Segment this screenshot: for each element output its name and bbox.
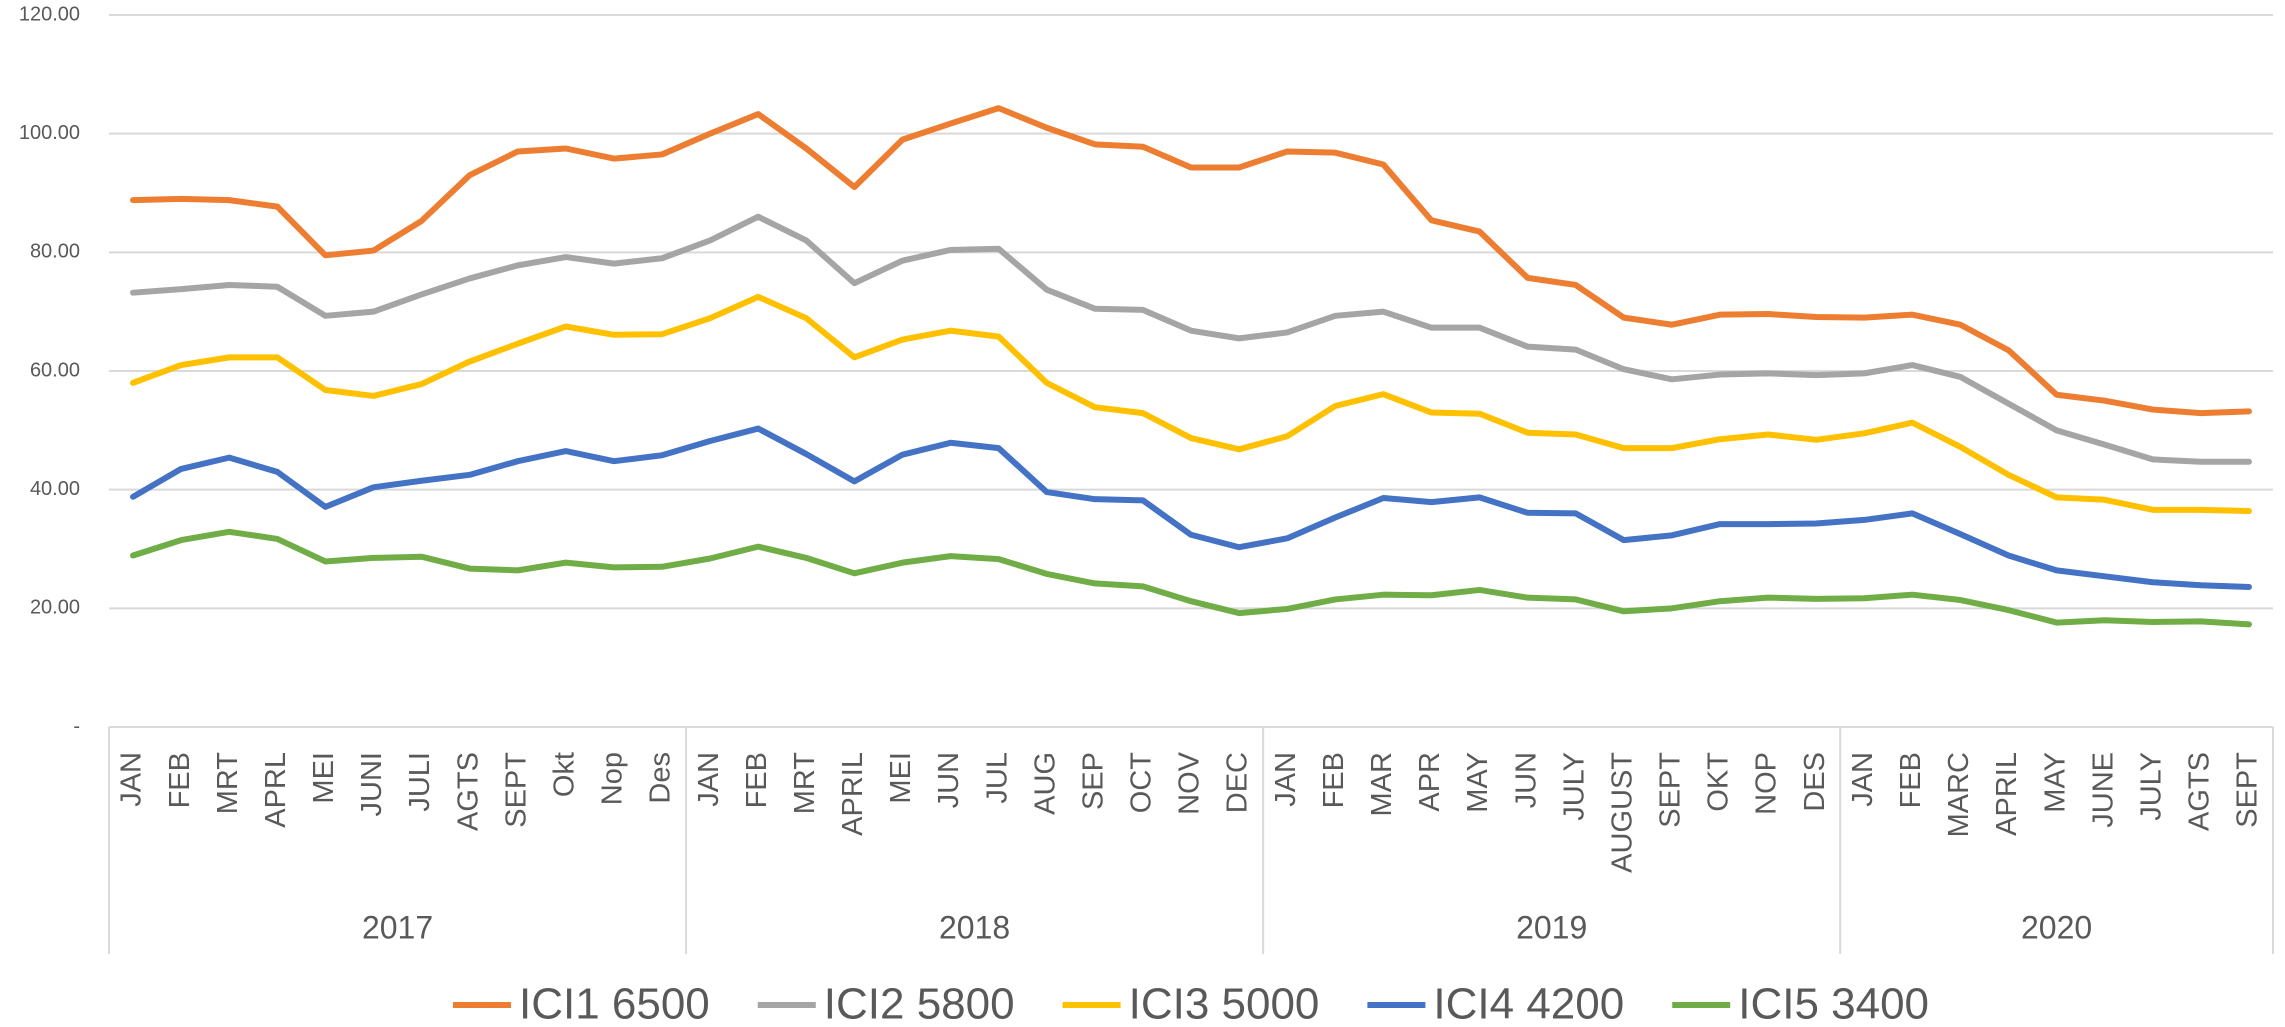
x-tick-label: OCT [1126, 752, 1158, 814]
x-tick-label: MRT [212, 752, 244, 815]
x-tick-label: APRIL [837, 752, 869, 836]
series-line [130, 293, 2252, 515]
x-tick-label: JULY [1558, 752, 1590, 821]
x-tick-label: SEPT [1655, 752, 1687, 828]
group-label: 2019 [1516, 909, 1587, 945]
y-tick-label: 100.00 [19, 122, 80, 144]
x-tick-label: Nop [597, 752, 629, 805]
series-line [130, 528, 2252, 628]
x-tick-label: JULI [404, 752, 436, 812]
group-label: 2017 [362, 909, 433, 945]
x-tick-label: SEP [1077, 752, 1109, 810]
x-tick-label: MEI [885, 752, 917, 804]
y-tick-label: 60.00 [30, 359, 80, 381]
y-tick-label: 20.00 [30, 597, 80, 619]
x-tick-label: MEI [308, 752, 340, 804]
x-tick-label: DEC [1222, 752, 1254, 813]
x-tick-label: SEPT [500, 752, 532, 828]
series-line [130, 425, 2252, 590]
x-tick-label: Okt [549, 752, 581, 797]
legend-label: ICI4 4200 [1433, 980, 1624, 1027]
x-tick-label: AUGUST [1606, 752, 1638, 873]
x-tick-label: MAY [1462, 752, 1494, 813]
legend-label: ICI2 5800 [824, 980, 1015, 1027]
x-tick-label: Des [645, 752, 677, 804]
x-tick-label: JUL [981, 752, 1013, 804]
y-tick-label: 120.00 [19, 3, 80, 25]
x-tick-label: OKT [1703, 752, 1735, 812]
x-tick-label: NOP [1751, 752, 1783, 815]
y-tick-label: - [73, 715, 80, 737]
x-tick-label: JUN [1510, 752, 1542, 808]
x-tick-label: AGTS [452, 752, 484, 831]
x-tick-label: JUN [933, 752, 965, 808]
legend-label: ICI3 5000 [1129, 980, 1320, 1027]
x-tick-label: DES [1799, 752, 1831, 812]
x-tick-label: SEPT [2232, 752, 2264, 828]
x-tick-label: AGTS [2184, 752, 2216, 831]
x-tick-label: APRL [260, 752, 292, 828]
x-tick-label: APRIL [1991, 752, 2023, 836]
x-tick-label: MRT [789, 752, 821, 815]
x-tick-label: JAN [116, 752, 148, 807]
x-tick-label: MAY [2039, 752, 2071, 813]
x-tick-label: APR [1414, 752, 1446, 812]
x-tick-label: FEB [1895, 752, 1927, 808]
group-label: 2020 [2021, 909, 2092, 945]
x-tick-label: JUNI [356, 752, 388, 816]
series-line [130, 105, 2252, 417]
x-tick-label: AUG [1029, 752, 1061, 815]
x-tick-label: JAN [1270, 752, 1302, 807]
y-tick-label: 80.00 [30, 241, 80, 263]
x-tick-label: FEB [1318, 752, 1350, 808]
x-tick-label: MAR [1366, 752, 1398, 816]
x-tick-label: FEB [164, 752, 196, 808]
x-tick-label: JAN [693, 752, 725, 807]
legend-label: ICI5 3400 [1738, 980, 1929, 1027]
x-tick-label: JUNE [2087, 752, 2119, 828]
y-tick-label: 40.00 [30, 478, 80, 500]
x-tick-label: FEB [741, 752, 773, 808]
x-tick-label: JAN [1847, 752, 1879, 807]
x-tick-label: JULY [2135, 752, 2167, 821]
series-line [130, 213, 2252, 465]
x-tick-label: NOV [1174, 751, 1206, 815]
group-label: 2018 [939, 909, 1010, 945]
x-tick-label: MARC [1943, 752, 1975, 837]
legend-label: ICI1 6500 [519, 980, 710, 1027]
